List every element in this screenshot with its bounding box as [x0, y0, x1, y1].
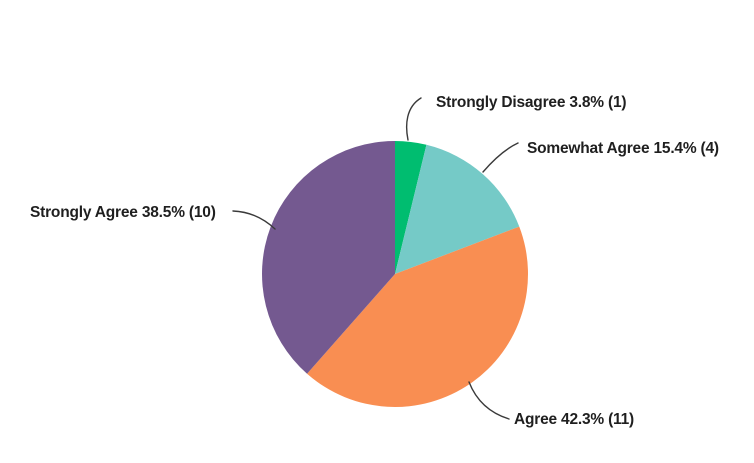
callout-leader-somewhat-agree: [482, 142, 519, 173]
callout-label-strongly-agree: Strongly Agree 38.5% (10): [30, 204, 216, 221]
callout-label-agree: Agree 42.3% (11): [514, 411, 635, 428]
callout-leader-strongly-disagree: [405, 97, 422, 141]
callout-label-somewhat-agree: Somewhat Agree 15.4% (4): [527, 140, 719, 157]
pie-slices-group: [262, 140, 528, 407]
pie-slice-strongly-agree[interactable]: [262, 141, 395, 374]
pie-slice-somewhat-agree[interactable]: [395, 144, 520, 274]
pie-slice-agree[interactable]: [307, 226, 528, 407]
callout-leader-lines-group: [232, 97, 519, 420]
callout-leader-agree: [468, 381, 510, 420]
callout-label-strongly-disagree: Strongly Disagree 3.8% (1): [436, 94, 627, 111]
pie-slice-strongly-disagree[interactable]: [395, 140, 427, 274]
callout-leader-strongly-agree: [232, 210, 276, 230]
